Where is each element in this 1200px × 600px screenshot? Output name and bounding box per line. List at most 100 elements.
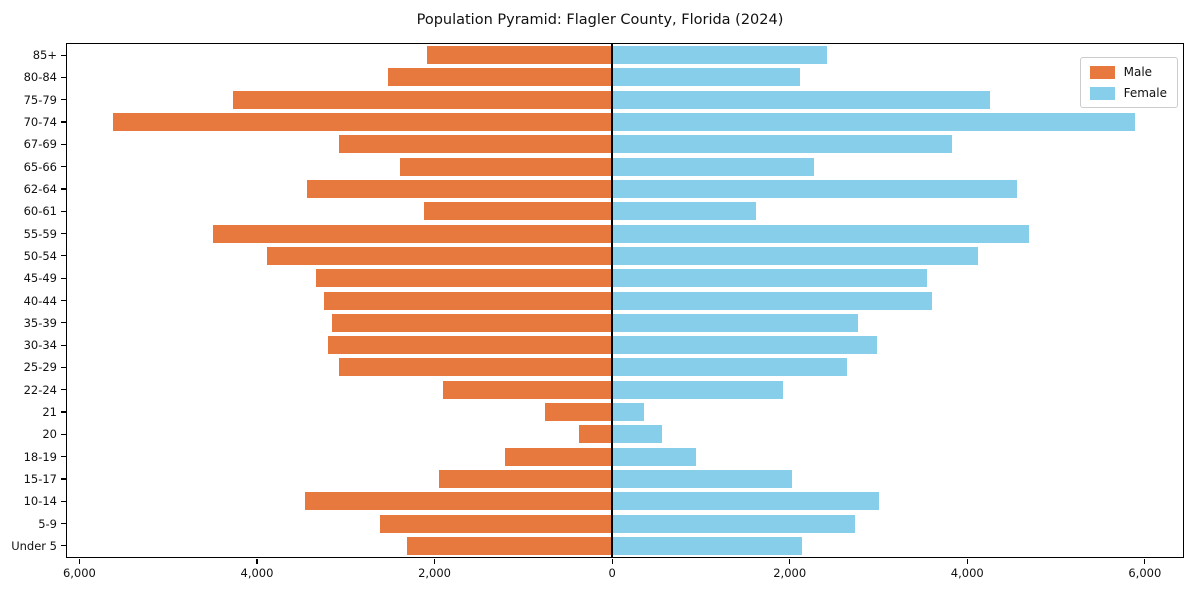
y-tick-label-20: 20	[42, 427, 57, 442]
bar-male-65-66	[399, 157, 613, 176]
bar-female-15-17	[612, 469, 793, 488]
y-tick-label-60-61: 60-61	[23, 204, 57, 219]
bar-male-35-39	[332, 313, 613, 332]
bar-female-50-54	[612, 246, 978, 265]
bar-male-40-44	[323, 291, 613, 310]
bar-female-25-29	[612, 358, 847, 377]
bar-male-30-34	[328, 336, 613, 355]
bar-female-35-39	[612, 313, 859, 332]
bar-female-70-74	[612, 113, 1136, 132]
legend-item-female: Female	[1089, 86, 1167, 100]
y-tick-label-30-34: 30-34	[23, 338, 57, 353]
y-tick-mark-22-24	[60, 389, 66, 391]
x-tick-label-6,000-6: 6,000	[1128, 566, 1162, 580]
y-tick-label-Under 5: Under 5	[11, 538, 57, 553]
bar-male-50-54	[266, 246, 613, 265]
y-tick-label-18-19: 18-19	[23, 449, 57, 464]
bar-female-80-84	[612, 68, 801, 87]
y-tick-mark-Under 5	[60, 545, 66, 547]
y-tick-mark-45-49	[60, 277, 66, 279]
y-tick-label-55-59: 55-59	[23, 226, 57, 241]
bar-male-67-69	[338, 135, 613, 154]
bar-female-40-44	[612, 291, 932, 310]
y-tick-mark-75-79	[60, 99, 66, 101]
bar-male-60-61	[423, 202, 613, 221]
bar-female-10-14	[612, 492, 880, 511]
y-tick-mark-50-54	[60, 255, 66, 257]
bar-female-85+	[612, 46, 827, 65]
y-tick-label-35-39: 35-39	[23, 315, 57, 330]
bar-male-55-59	[213, 224, 613, 243]
y-tick-label-50-54: 50-54	[23, 248, 57, 263]
x-tick-label-4,000-5: 4,000	[950, 566, 984, 580]
y-tick-mark-70-74	[60, 121, 66, 123]
y-tick-mark-40-44	[60, 299, 66, 302]
bar-female-5-9	[612, 514, 855, 533]
bar-female-21	[612, 403, 645, 422]
bar-female-55-59	[612, 224, 1030, 243]
bar-female-Under 5	[612, 536, 803, 555]
zero-axis-line	[611, 44, 613, 557]
y-tick-label-45-49: 45-49	[23, 271, 57, 286]
y-tick-mark-21	[60, 411, 66, 413]
y-tick-mark-25-29	[60, 366, 66, 368]
x-tick-mark-4,000-1	[256, 558, 258, 564]
x-tick-mark-0-3	[611, 558, 613, 564]
bar-male-62-64	[306, 179, 613, 198]
y-tick-mark-10-14	[60, 500, 66, 502]
legend-female-label: Female	[1123, 86, 1167, 100]
y-tick-label-85+: 85+	[32, 48, 57, 63]
x-tick-mark-4,000-5	[966, 558, 968, 564]
y-tick-mark-35-39	[60, 322, 66, 324]
legend-item-male: Male	[1089, 65, 1167, 79]
bar-female-30-34	[612, 336, 877, 355]
legend: Male Female	[1079, 57, 1178, 108]
x-tick-label-2,000-2: 2,000	[418, 566, 452, 580]
bar-male-22-24	[443, 380, 613, 399]
y-tick-label-21: 21	[42, 405, 57, 420]
bar-male-10-14	[304, 492, 613, 511]
bar-female-65-66	[612, 157, 814, 176]
y-tick-mark-85+	[60, 54, 66, 56]
x-tick-label-0-3: 0	[608, 566, 616, 580]
y-tick-mark-80-84	[60, 76, 66, 79]
y-tick-label-10-14: 10-14	[23, 494, 57, 509]
y-tick-label-62-64: 62-64	[23, 181, 57, 196]
x-tick-label-4,000-1: 4,000	[240, 566, 274, 580]
y-tick-label-75-79: 75-79	[23, 92, 57, 107]
y-tick-label-22-24: 22-24	[23, 382, 57, 397]
y-tick-label-65-66: 65-66	[23, 159, 57, 174]
bar-male-75-79	[233, 90, 613, 109]
x-tick-mark-2,000-4	[789, 558, 791, 564]
y-tick-mark-55-59	[60, 232, 66, 235]
legend-female-swatch	[1089, 86, 1115, 100]
x-tick-label-6,000-0: 6,000	[62, 566, 96, 580]
bar-female-45-49	[612, 269, 928, 288]
bar-female-18-19	[612, 447, 697, 466]
bar-male-25-29	[338, 358, 613, 377]
bar-male-5-9	[379, 514, 613, 533]
y-tick-label-80-84: 80-84	[23, 70, 57, 85]
bar-male-Under 5	[407, 536, 613, 555]
y-tick-label-15-17: 15-17	[23, 471, 57, 486]
plot-area: Male Female 85+ 80-84 75-79 70-74 67-69 65-66…	[11, 43, 1184, 580]
y-tick-mark-67-69	[60, 143, 66, 145]
y-tick-label-25-29: 25-29	[23, 360, 57, 375]
bar-female-62-64	[612, 179, 1017, 198]
bar-male-45-49	[316, 269, 613, 288]
bar-female-22-24	[612, 380, 784, 399]
legend-male-swatch	[1089, 65, 1115, 79]
y-tick-label-5-9: 5-9	[38, 516, 57, 531]
bar-female-75-79	[612, 90, 991, 109]
bar-female-20	[612, 425, 662, 444]
y-tick-mark-60-61	[60, 210, 66, 212]
y-tick-label-70-74: 70-74	[23, 115, 57, 130]
x-tick-mark-2,000-2	[433, 558, 436, 564]
bar-male-21	[544, 403, 613, 422]
bar-male-70-74	[113, 113, 613, 132]
bar-male-18-19	[504, 447, 613, 466]
bar-male-80-84	[388, 68, 613, 87]
x-tick-label-2,000-4: 2,000	[773, 566, 807, 580]
legend-male-label: Male	[1123, 65, 1153, 79]
